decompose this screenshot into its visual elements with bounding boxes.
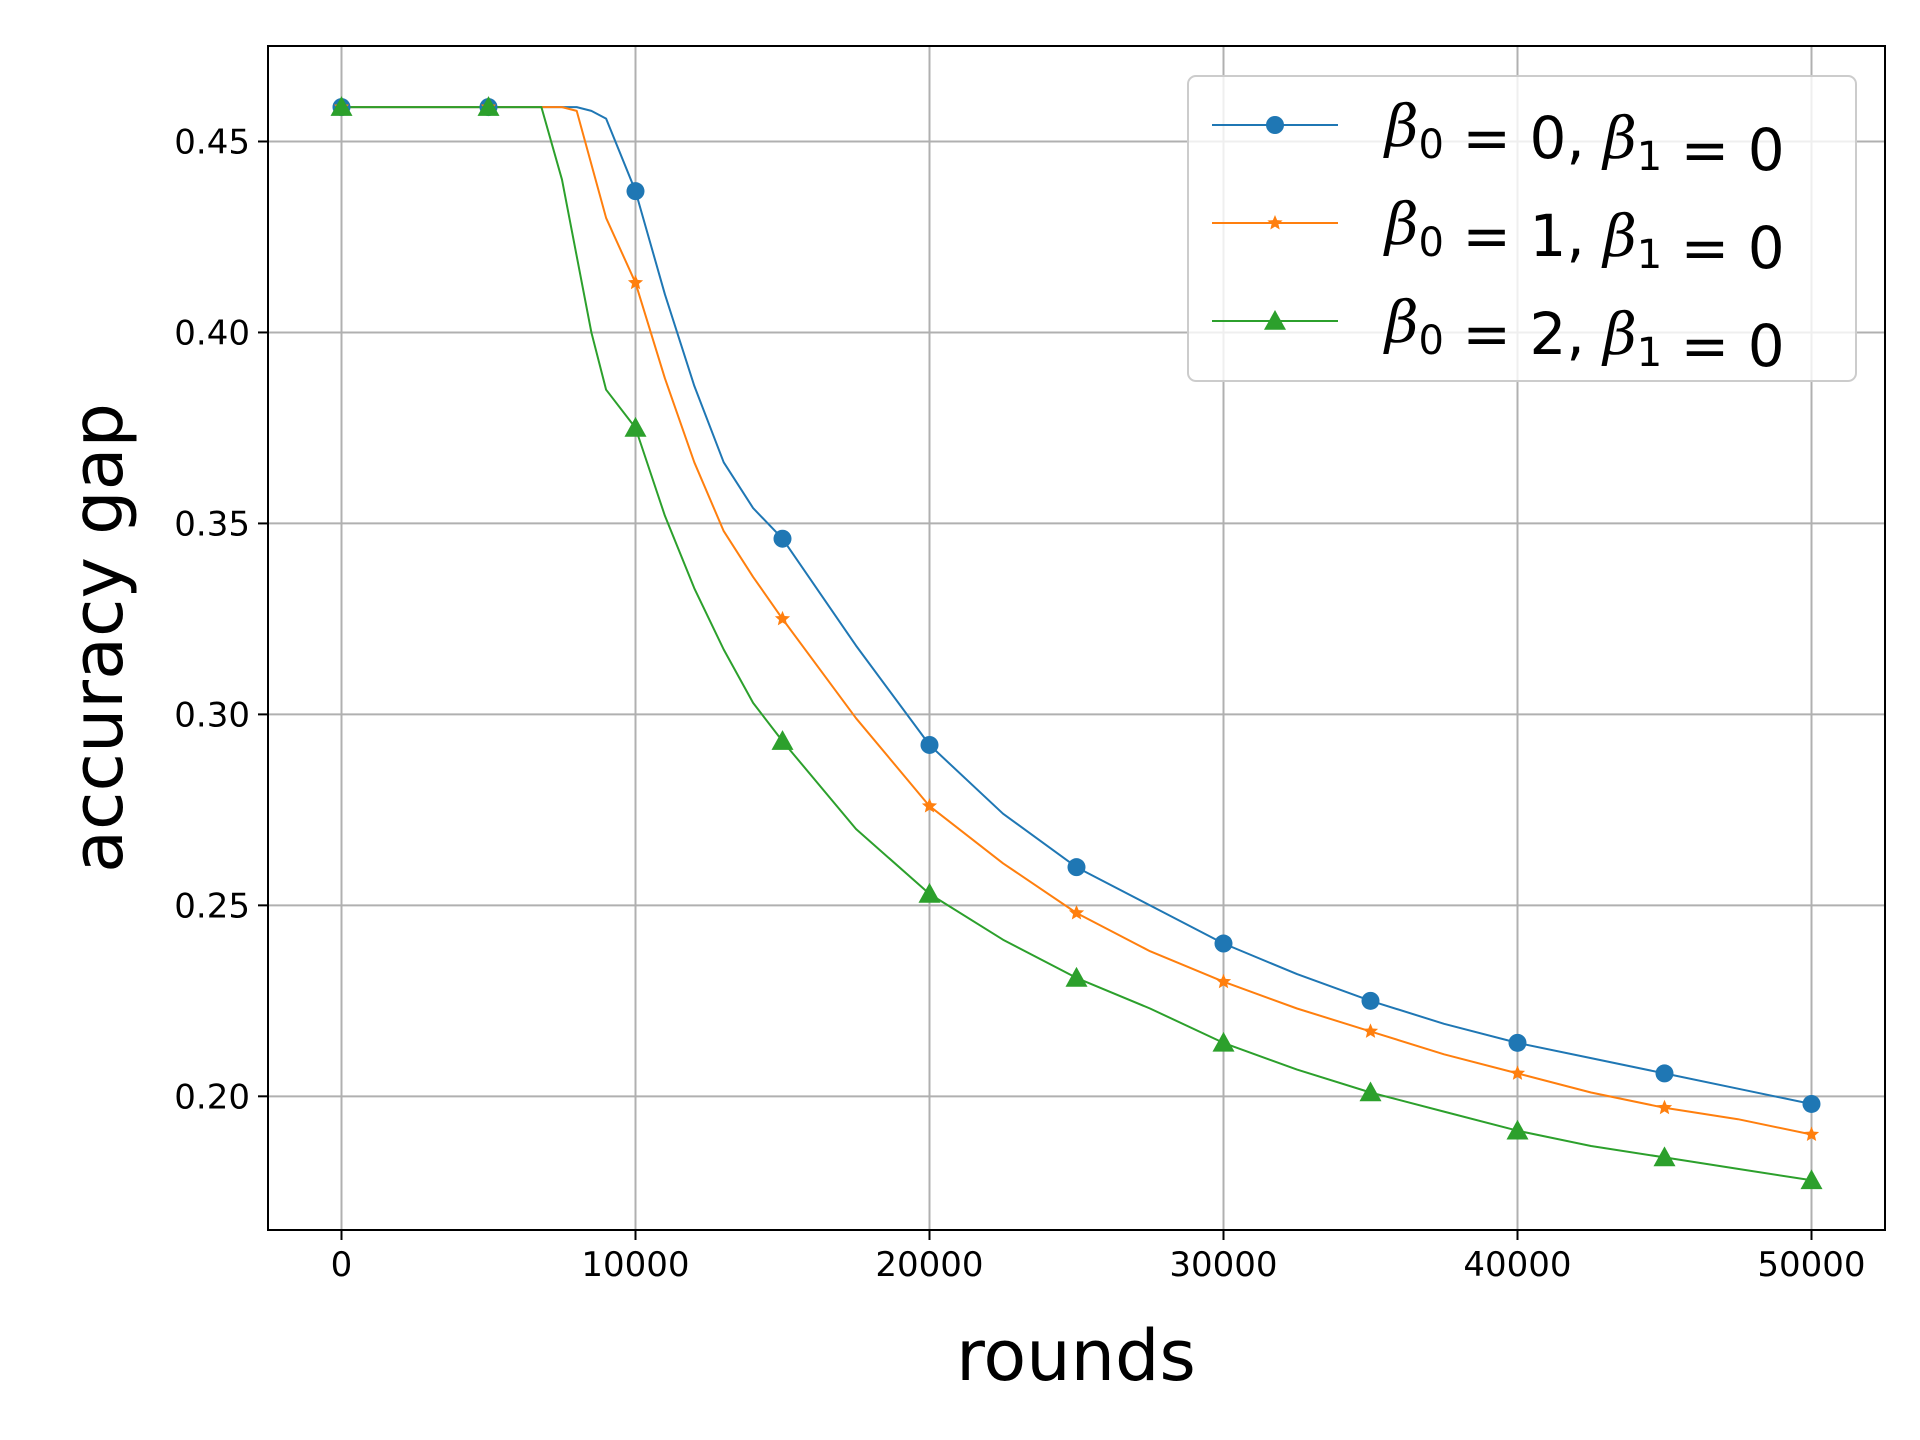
y-axis-title: accuracy gap [57, 403, 139, 873]
star-marker [1267, 215, 1283, 230]
y-tick-label: 0.25 [174, 886, 250, 926]
star-marker [1068, 904, 1085, 920]
triangle-marker [771, 730, 794, 750]
triangle-marker [1264, 310, 1286, 330]
circle-marker [1655, 1064, 1674, 1083]
circle-marker [1067, 858, 1086, 877]
legend-label: β0 = 1, β1 = 0 [1383, 190, 1785, 282]
x-tick-label: 50000 [1757, 1245, 1865, 1285]
circle-marker [1508, 1033, 1527, 1052]
star-marker [774, 610, 791, 626]
triangle-marker [1359, 1081, 1382, 1102]
star-marker [1509, 1065, 1526, 1080]
x-tick-label: 10000 [581, 1245, 689, 1285]
star-marker [627, 274, 644, 290]
triangle-marker [1506, 1119, 1529, 1140]
legend-label: β0 = 2, β1 = 0 [1383, 288, 1785, 380]
plot-frame [267, 45, 1886, 1231]
y-tick-label: 0.20 [174, 1077, 250, 1117]
x-tick-label: 20000 [875, 1245, 983, 1285]
triangle-marker [477, 96, 500, 116]
circle-marker [626, 182, 645, 201]
x-axis-title: rounds [956, 1315, 1196, 1397]
triangle-marker [624, 416, 647, 437]
triangle-marker [1800, 1169, 1823, 1190]
x-tick-label: 0 [331, 1245, 353, 1285]
y-tick-label: 0.45 [174, 122, 250, 162]
series-markers [330, 96, 1823, 1190]
star-marker [1656, 1099, 1673, 1115]
circle-marker [1266, 116, 1284, 134]
series-line-2 [341, 106, 1812, 1182]
axis-ticks: 0 10000 20000 30000 40000 50000 0.20 0.25 0.30 0.… [174, 122, 1865, 1285]
star-marker [921, 798, 938, 813]
triangle-marker [1653, 1146, 1676, 1167]
circle-marker [1214, 934, 1233, 953]
legend: β0 = 0, β1 = 0β0 = 1, β1 = 0β0 = 2, β1 =… [1187, 75, 1857, 382]
y-tick-label: 0.35 [174, 504, 250, 544]
triangle-marker [330, 96, 353, 116]
x-tick-label: 30000 [1169, 1245, 1277, 1285]
star-marker [1215, 973, 1232, 989]
triangle-marker [1065, 966, 1088, 987]
circle-marker [773, 529, 792, 548]
star-marker [1362, 1023, 1379, 1038]
y-tick-label: 0.40 [174, 313, 250, 353]
circle-marker [920, 735, 939, 754]
triangle-marker [1212, 1031, 1235, 1052]
triangle-marker [918, 882, 941, 903]
legend-box [1187, 75, 1857, 382]
x-tick-label: 40000 [1463, 1245, 1571, 1285]
circle-marker [1802, 1094, 1821, 1113]
legend-label: β0 = 0, β1 = 0 [1383, 92, 1785, 184]
star-marker [1803, 1126, 1820, 1141]
y-tick-label: 0.30 [174, 695, 250, 735]
circle-marker [1361, 991, 1380, 1010]
